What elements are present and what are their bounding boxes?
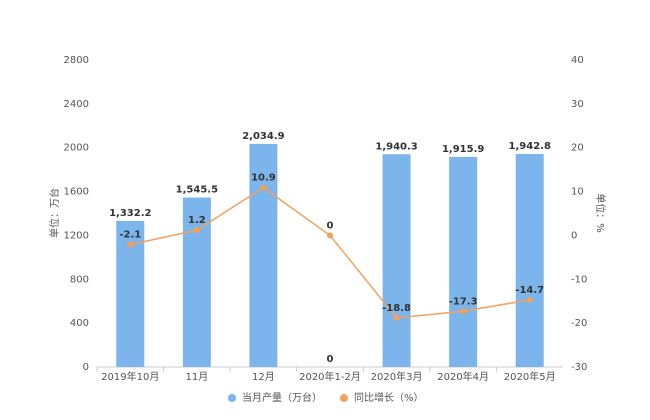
line-point (526, 296, 533, 303)
line-value-label: 10.9 (251, 173, 276, 184)
y2-tick-label: -30 (571, 362, 587, 373)
y2-tick-label: -10 (571, 274, 587, 285)
x-tick-label: 12月 (252, 371, 275, 383)
legend-label: 同比增长（%） (354, 391, 424, 404)
line-point (327, 232, 333, 239)
x-tick-label: 2020年1-2月 (299, 370, 361, 383)
legend-label: 当月产量（万台） (242, 391, 322, 404)
line-value-label: -2.1 (119, 230, 141, 241)
legend-swatch (228, 394, 236, 402)
line-point (260, 184, 267, 191)
bar (515, 153, 544, 367)
y-tick-label: 2800 (64, 55, 89, 66)
y-tick-label: 0 (83, 362, 89, 373)
bar (382, 154, 411, 367)
y2-tick-label: 30 (571, 99, 584, 110)
y-tick-label: 400 (70, 318, 89, 329)
bar (449, 156, 478, 367)
line-point (393, 314, 400, 321)
x-tick-label: 2020年3月 (371, 370, 423, 383)
line-value-label: -14.7 (515, 285, 544, 296)
bar-value-label: 1,942.8 (509, 141, 551, 152)
y2-tick-label: 10 (571, 187, 584, 198)
y2-tick-label: 40 (571, 55, 584, 66)
bar (182, 197, 211, 367)
y-tick-label: 800 (70, 274, 89, 285)
x-tick-label: 11月 (185, 371, 208, 383)
line-value-label: -17.3 (449, 296, 478, 307)
y2-axis-title: 单位：% (594, 193, 607, 233)
y-tick-label: 2400 (64, 99, 89, 110)
bar-value-label: 2,034.9 (242, 131, 284, 142)
line-point (193, 227, 200, 234)
line-value-label: -18.8 (382, 303, 411, 314)
legend-swatch (340, 394, 348, 402)
y2-tick-label: -20 (571, 318, 587, 329)
x-tick-label: 2020年4月 (437, 370, 489, 383)
y-tick-label: 2000 (64, 143, 89, 154)
bar (249, 143, 278, 367)
line-value-label: 1.2 (188, 215, 206, 226)
line-point (127, 241, 134, 248)
y-axis-title: 单位：万台 (48, 188, 61, 238)
bar-value-label: 1,332.2 (109, 208, 151, 219)
x-tick-label: 2019年10月 (101, 370, 159, 383)
x-tick-label: 2020年5月 (504, 370, 556, 383)
y-tick-label: 1200 (64, 230, 89, 241)
bar-value-label: 1,545.5 (176, 185, 218, 196)
bar-value-label: 0 (327, 354, 334, 365)
y-tick-label: 1600 (64, 187, 89, 198)
line-point (460, 308, 467, 315)
bar-value-label: 1,940.3 (375, 141, 417, 152)
y2-tick-label: 20 (571, 143, 584, 154)
bar-value-label: 1,915.9 (442, 144, 484, 155)
y2-tick-label: 0 (571, 230, 577, 241)
line-value-label: 0 (327, 220, 334, 231)
